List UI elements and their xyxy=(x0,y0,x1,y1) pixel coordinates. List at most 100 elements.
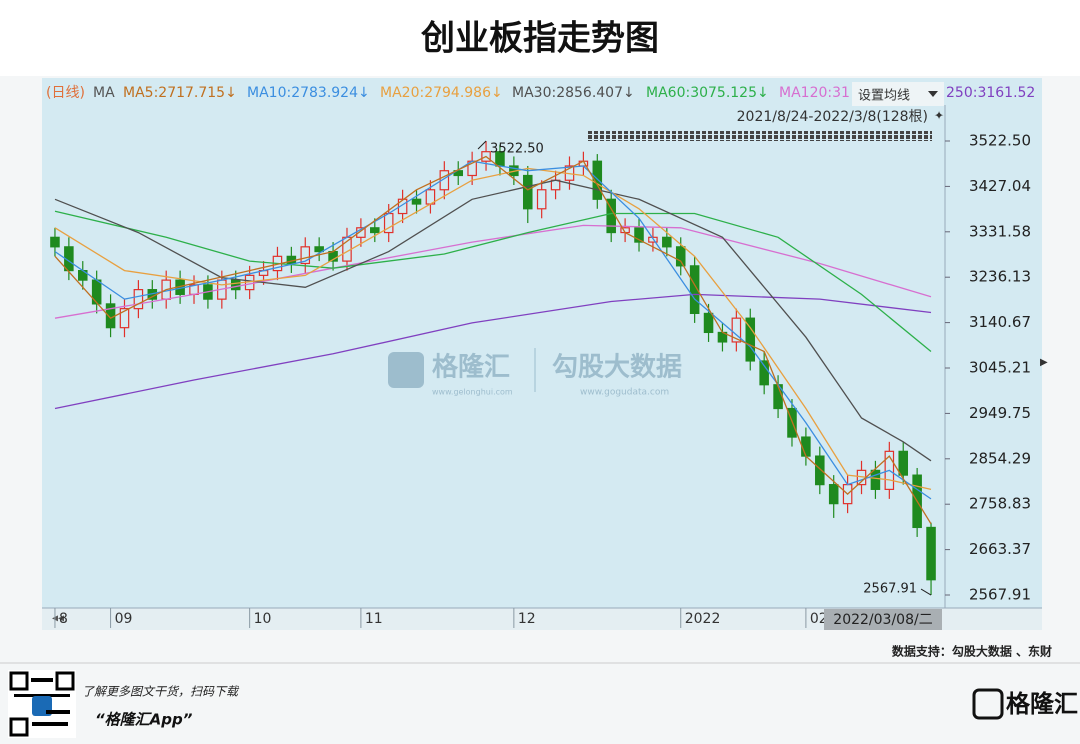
candle-body xyxy=(50,236,60,248)
candle-body xyxy=(536,189,547,210)
scroll-icon[interactable]: ▶ xyxy=(1040,357,1048,368)
logo-text: 格隆汇 xyxy=(1006,690,1078,718)
cursor-box xyxy=(824,609,942,630)
ma-line xyxy=(54,224,932,319)
qr-finder xyxy=(9,671,29,691)
candle-body xyxy=(230,279,241,291)
qr-module xyxy=(14,694,70,697)
pin-icon[interactable]: ✦ xyxy=(934,109,944,123)
legend-entry: MA30:2856.407↓ xyxy=(512,85,635,101)
ma-label: MA xyxy=(93,85,115,101)
watermark-text: 勾股大数据 xyxy=(552,353,682,383)
y-tick-label: 2663.37 xyxy=(969,540,1031,558)
ma-line xyxy=(54,210,932,353)
ma-line xyxy=(54,160,932,500)
y-tick-label: 3427.04 xyxy=(969,177,1031,195)
candle-body xyxy=(675,246,686,267)
y-tick-label: 2758.83 xyxy=(969,495,1031,513)
qr-module xyxy=(46,710,70,714)
candle-body xyxy=(522,174,533,210)
y-tick-label: 2949.75 xyxy=(969,404,1031,422)
candle-body xyxy=(592,160,603,200)
max-marker xyxy=(477,140,487,150)
x-tick-label: 11 xyxy=(365,611,383,627)
x-axis-band xyxy=(42,608,1042,630)
candle-body xyxy=(662,236,672,248)
x-tick-label: 02 xyxy=(810,611,828,627)
candle-body xyxy=(634,227,644,243)
candle-body xyxy=(550,179,561,191)
qr-module xyxy=(31,678,53,682)
candle-body xyxy=(745,317,756,362)
candle-body xyxy=(870,469,881,490)
legend-entry: MA20:2794.986↓ xyxy=(380,85,503,101)
y-tick-label: 3236.13 xyxy=(969,268,1031,286)
candle-body xyxy=(648,236,658,243)
candle-body xyxy=(815,455,825,486)
qr-finder xyxy=(9,717,29,737)
candle-body xyxy=(439,170,450,191)
qr-code xyxy=(8,670,76,738)
x-tick-label: 2022 xyxy=(685,611,721,627)
promo-text: 了解更多图文干货，扫码下载 xyxy=(82,685,240,699)
qr-module xyxy=(32,722,68,726)
watermark-text: www.gogudata.com xyxy=(580,388,669,398)
x-tick-label: 10 xyxy=(254,611,272,627)
candle-body xyxy=(703,312,714,334)
legend-entry: MA120:31 xyxy=(779,85,850,101)
legend-entry: MA5:2717.715↓ xyxy=(123,85,237,101)
y-tick-label: 3522.50 xyxy=(969,132,1031,150)
y-tick-label: 2854.29 xyxy=(969,449,1031,467)
candle-body xyxy=(300,246,311,265)
candle-body xyxy=(689,265,700,315)
chart-title: 创业板指走势图 xyxy=(420,19,659,59)
settings-label[interactable]: 设置均线 xyxy=(858,89,910,104)
cursor-label: 2022/03/08/二 xyxy=(833,612,932,628)
ma-line xyxy=(54,179,932,462)
watermark: 格隆汇 www.gelonghui.com 勾股大数据 www.gogudata… xyxy=(388,348,682,398)
min-label: 2567.91 xyxy=(863,582,917,597)
candle-body xyxy=(926,526,936,581)
x-tick-label: 12 xyxy=(518,611,536,627)
candle-body xyxy=(759,360,769,386)
logo-icon xyxy=(972,688,1004,720)
watermark-text: www.gelonghui.com xyxy=(432,388,513,397)
candle-body xyxy=(119,308,130,329)
legend-entry: MA60:3075.125↓ xyxy=(646,85,769,101)
y-tick-label: 2567.91 xyxy=(969,586,1031,604)
y-tick-label: 3331.58 xyxy=(969,222,1031,240)
candle-body xyxy=(731,317,742,343)
ma-line xyxy=(54,293,932,410)
candle-body xyxy=(411,198,422,205)
legend-entry: MA10:2783.924↓ xyxy=(247,85,370,101)
ma-line xyxy=(54,167,932,491)
title-band xyxy=(0,0,1080,76)
app-name: “格隆汇App” xyxy=(95,711,193,729)
candle-body xyxy=(133,289,144,310)
y-tick-label: 3140.67 xyxy=(969,313,1031,331)
candle-body xyxy=(801,436,811,457)
candle-body xyxy=(898,450,909,476)
plot: 3522.50 3427.04 3331.58 3236.13 3140.67 3045.… xyxy=(50,85,1035,628)
y-tick-label: 3045.21 xyxy=(969,359,1031,377)
candle-body xyxy=(397,198,408,215)
qr-finder xyxy=(55,671,75,691)
x-tick-label: 09 xyxy=(115,611,133,627)
legend-entry: 250:3161.52 xyxy=(946,85,1035,101)
candle-body xyxy=(314,246,324,253)
watermark-logo xyxy=(388,352,424,388)
source: 数据支持：勾股大数据 、东财 xyxy=(892,644,1052,659)
date-range: 2021/8/24-2022/3/8(128根) xyxy=(737,109,928,125)
settings-box[interactable] xyxy=(852,82,944,106)
x-tick-label: 8 xyxy=(59,611,68,627)
period-label: (日线) xyxy=(46,85,85,101)
candle-body xyxy=(356,227,366,238)
max-label: 3522.50 xyxy=(490,142,544,157)
min-marker xyxy=(920,588,932,596)
dropdown-icon[interactable] xyxy=(928,91,938,97)
toolbar-dots xyxy=(586,131,932,141)
ma-line xyxy=(54,155,932,525)
candle-body xyxy=(828,484,839,505)
watermark-text: 格隆汇 xyxy=(432,352,510,383)
